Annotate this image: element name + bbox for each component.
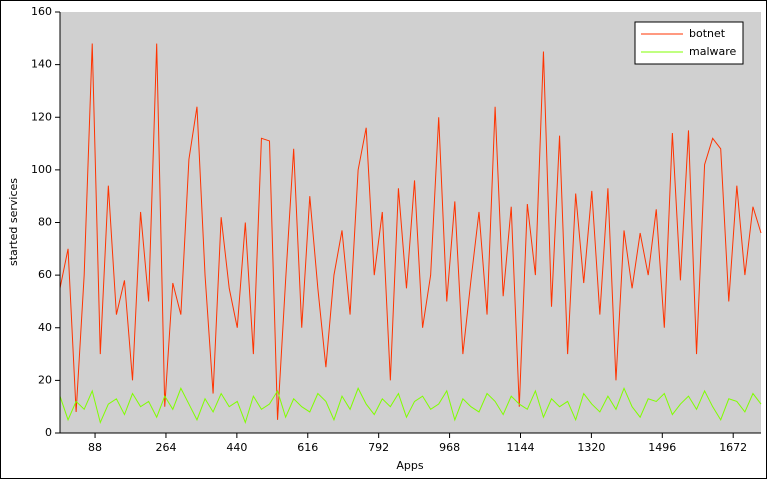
y-tick-label: 0 (45, 426, 52, 439)
x-tick-label: 792 (368, 441, 389, 454)
legend-label: botnet (689, 27, 726, 40)
x-tick-label: 1496 (648, 441, 676, 454)
y-tick-label: 20 (38, 373, 52, 386)
legend-label: malware (689, 45, 737, 58)
x-tick-label: 440 (226, 441, 247, 454)
y-tick-label: 140 (31, 58, 52, 71)
x-tick-label: 1320 (577, 441, 605, 454)
plot-area (60, 12, 761, 433)
y-tick-label: 60 (38, 268, 52, 281)
y-axis-label: started services (7, 178, 20, 266)
x-tick-label: 1672 (719, 441, 747, 454)
legend-box (634, 21, 744, 65)
y-tick-label: 100 (31, 163, 52, 176)
series-line (59, 43, 762, 420)
y-tick-label: 160 (31, 5, 52, 18)
series-line (59, 386, 762, 425)
x-axis-label: Apps (396, 459, 423, 472)
x-tick-label: 1144 (506, 441, 534, 454)
x-tick-label: 968 (439, 441, 460, 454)
x-tick-label: 264 (155, 441, 176, 454)
x-tick-label: 88 (88, 441, 102, 454)
x-tick-label: 616 (297, 441, 318, 454)
y-tick-label: 40 (38, 321, 52, 334)
y-tick-label: 120 (31, 110, 52, 123)
y-tick-label: 80 (38, 216, 52, 229)
